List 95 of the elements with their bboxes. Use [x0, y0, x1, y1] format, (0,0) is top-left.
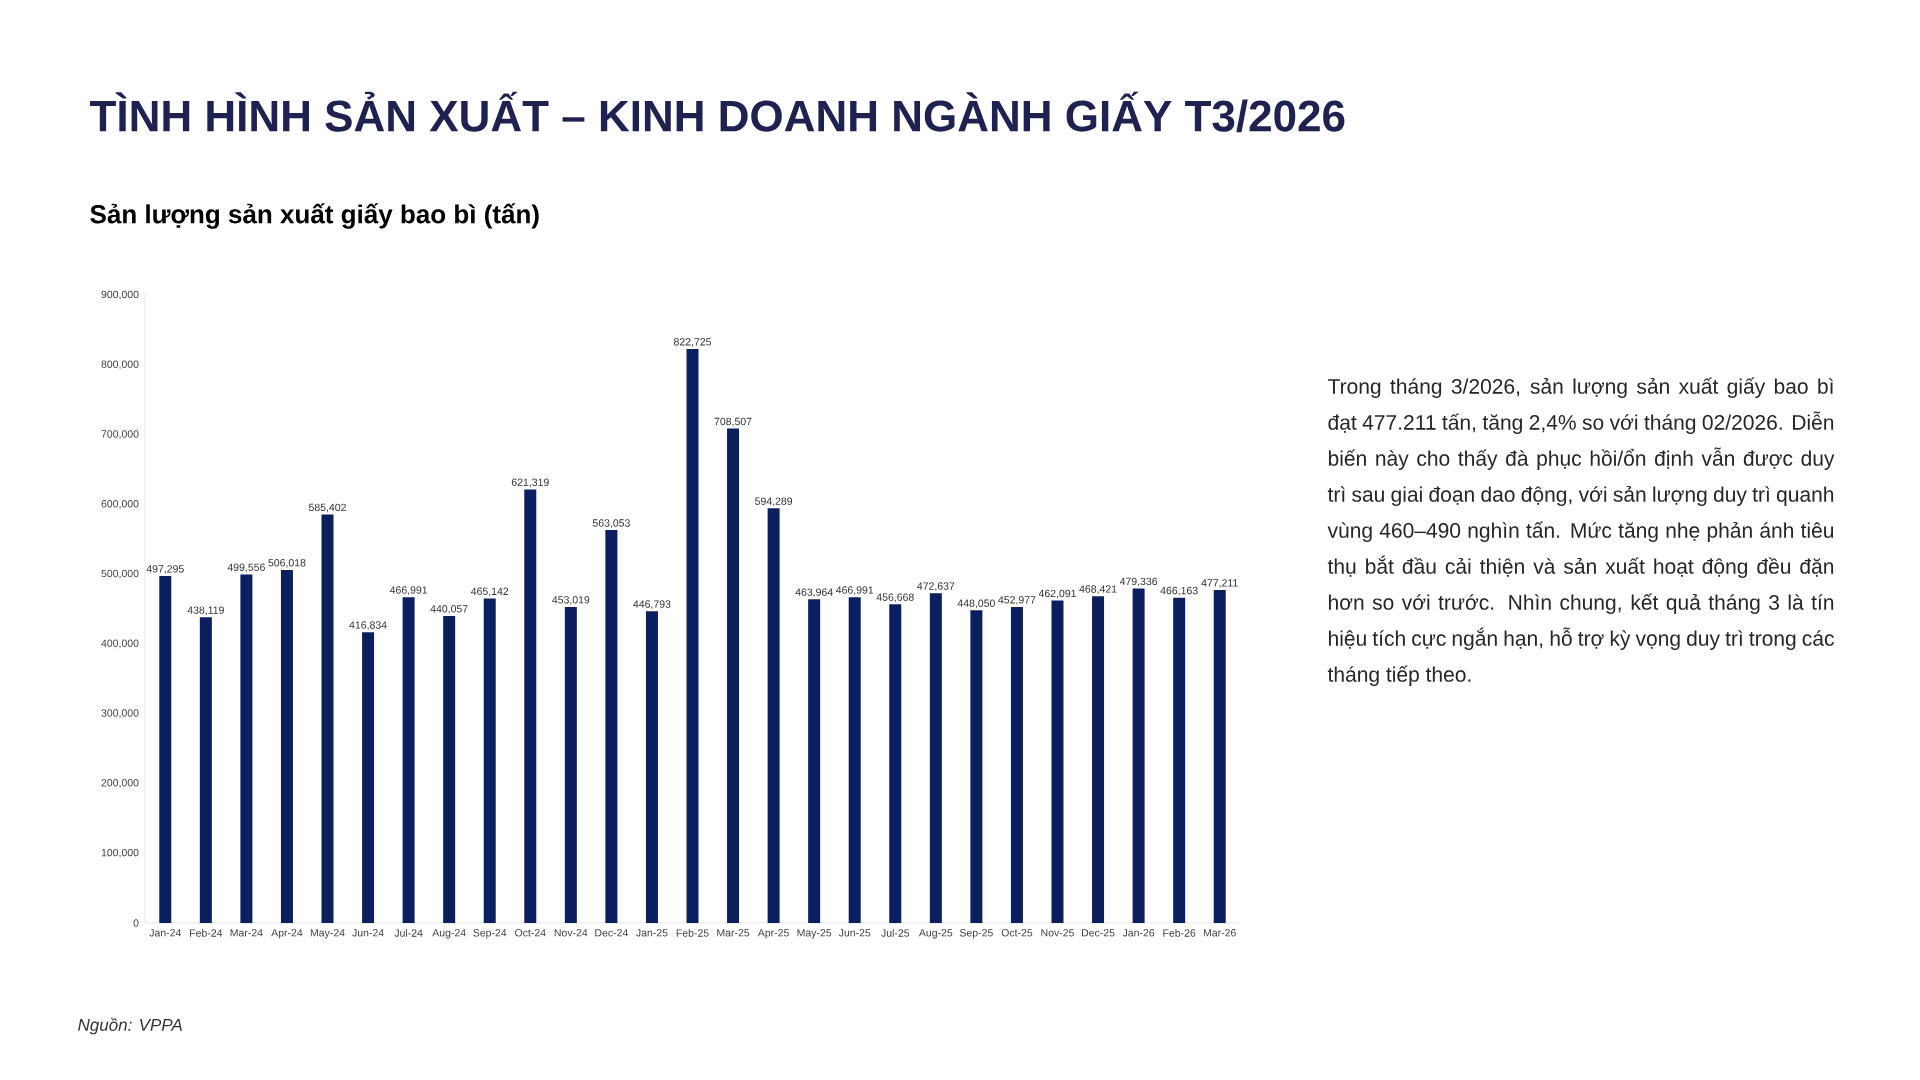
- x-tick-label: Apr-25: [757, 929, 789, 939]
- data-label: 465,142: [470, 587, 509, 597]
- x-tick-label: Jul-24: [394, 929, 423, 937]
- bar: [402, 597, 415, 923]
- data-label: 499,556: [227, 563, 265, 573]
- data-label: 563,053: [592, 519, 630, 528]
- x-tick-label: Aug-24: [432, 929, 466, 939]
- y-tick-label: 800,000: [101, 360, 139, 370]
- data-label: 448,050: [957, 599, 995, 609]
- data-label: 416,834: [349, 621, 387, 630]
- data-label: 477,211: [1201, 579, 1238, 588]
- data-label: 446,793: [633, 600, 671, 610]
- x-tick-label: Feb-24: [190, 929, 223, 937]
- x-tick-label: Jan-26: [1122, 929, 1155, 937]
- bar: [1132, 588, 1145, 923]
- x-tick-label: Jun-25: [838, 929, 871, 937]
- data-label: 440,057: [430, 605, 468, 614]
- data-label: 438,119: [187, 606, 224, 616]
- x-tick-label: Dec-25: [1081, 929, 1115, 937]
- x-tick-label: Jun-24: [352, 929, 384, 937]
- bar: [199, 617, 212, 923]
- x-tick-label: May-25: [797, 929, 832, 939]
- data-label: 479,336: [1119, 577, 1158, 587]
- x-tick-label: May-24: [310, 929, 345, 939]
- data-label: 468,421: [1079, 585, 1117, 594]
- data-label: 594,289: [755, 497, 793, 507]
- x-tick-label: Mar-25: [717, 929, 750, 937]
- x-tick-label: Feb-25: [676, 929, 709, 937]
- data-label: 466,991: [835, 586, 874, 595]
- data-label: 822,725: [673, 338, 712, 347]
- data-label: 466,991: [389, 586, 428, 595]
- bar: [767, 508, 780, 923]
- bar: [1213, 590, 1226, 923]
- y-tick-label: 300,000: [101, 709, 139, 719]
- bar: [808, 599, 821, 923]
- bar: [524, 489, 537, 923]
- data-label: 466,163: [1160, 586, 1198, 596]
- text: Trong tháng 3/2026, sản lượng sản xuất giấy bao bì đạt 477.211 tấn, tăng 2,4% so với tháng 02/2026. Diễn biến này cho thấy đà phục hồi/ổn định vẫn được duy trì sau giai đoạn dao động, với sản lượng duy trì quanh vùng 460–490 nghìn tấn. Mức tăng nhẹ phản ánh tiêu thụ bắt đầu cải thiện và sản xuất hoạt động đều đặn hơn so với trước. Nhìn chung, kết quả tháng 3 là tín hiệu tích cực ngắn hạn, hỗ trợ kỳ vọng duy trì trong các tháng tiếp theo.: [1327, 377, 1835, 687]
- data-label: 621,319: [511, 478, 549, 488]
- y-tick-label: 600,000: [101, 500, 139, 509]
- bar: [1092, 596, 1105, 923]
- y-tick-label: 400,000: [101, 639, 139, 649]
- data-label: 456,668: [876, 593, 914, 603]
- bar: [564, 606, 577, 923]
- bar: [1051, 600, 1064, 923]
- data-label: 453,019: [552, 596, 590, 605]
- x-tick-label: Oct-25: [1001, 929, 1033, 937]
- x-tick-label: Jan-24: [149, 929, 182, 937]
- bar: [1173, 597, 1186, 923]
- bar: [686, 348, 699, 923]
- bar: [889, 604, 902, 923]
- data-label: 585,402: [308, 503, 346, 513]
- bar: [645, 611, 658, 923]
- data-label: 452,977: [998, 596, 1036, 605]
- bar: [929, 593, 942, 923]
- bar: [240, 574, 253, 923]
- x-tick-label: Mar-24: [230, 929, 263, 937]
- bar: [970, 610, 983, 923]
- x-tick-label: Apr-24: [271, 929, 303, 939]
- y-tick-label: 200,000: [101, 779, 139, 788]
- x-tick-label: Jul-25: [881, 929, 910, 937]
- chart-title: TÌNH HÌNH SẢN XUẤT – KINH DOANH NGÀNH GIẤY T3/2026: [90, 91, 1345, 133]
- data-label: 472,637: [917, 582, 955, 592]
- data-label: 462,091: [1038, 589, 1076, 599]
- x-tick-label: Sep-25: [959, 929, 993, 939]
- x-tick-label: Mar-26: [1203, 929, 1236, 937]
- bar: [362, 632, 375, 923]
- x-tick-label: Oct-24: [515, 929, 546, 937]
- bar: [727, 428, 740, 923]
- data-label: 708,507: [714, 417, 752, 427]
- text: Nguồn: VPPA: [78, 1017, 182, 1035]
- data-label: 463,964: [795, 588, 833, 598]
- x-tick-label: Sep-24: [473, 929, 507, 939]
- y-tick-label: 900,000: [101, 290, 139, 300]
- bar: [280, 569, 293, 923]
- bar: [321, 514, 334, 923]
- data-label: 506,018: [268, 559, 306, 568]
- bar: [159, 576, 172, 923]
- bar: [483, 598, 496, 923]
- bar: [605, 530, 618, 923]
- y-tick-label: 0: [133, 919, 139, 927]
- x-tick-label: Nov-24: [554, 929, 588, 937]
- x-tick-label: Nov-25: [1041, 929, 1074, 937]
- x-tick-label: Jan-25: [636, 929, 668, 937]
- x-tick-label: Aug-25: [918, 929, 953, 939]
- y-tick-label: 500,000: [101, 569, 139, 579]
- x-tick-label: Feb-26: [1163, 929, 1196, 937]
- bar: [1010, 606, 1023, 923]
- chart-subtitle: Sản lượng sản xuất giấy bao bì (tấn): [90, 203, 539, 229]
- data-label: 497,295: [146, 565, 184, 574]
- y-tick-label: 700,000: [101, 430, 139, 439]
- bar: [848, 597, 861, 923]
- bar: [443, 615, 456, 923]
- y-tick-label: 100,000: [101, 848, 139, 858]
- x-tick-label: Dec-24: [595, 929, 628, 937]
